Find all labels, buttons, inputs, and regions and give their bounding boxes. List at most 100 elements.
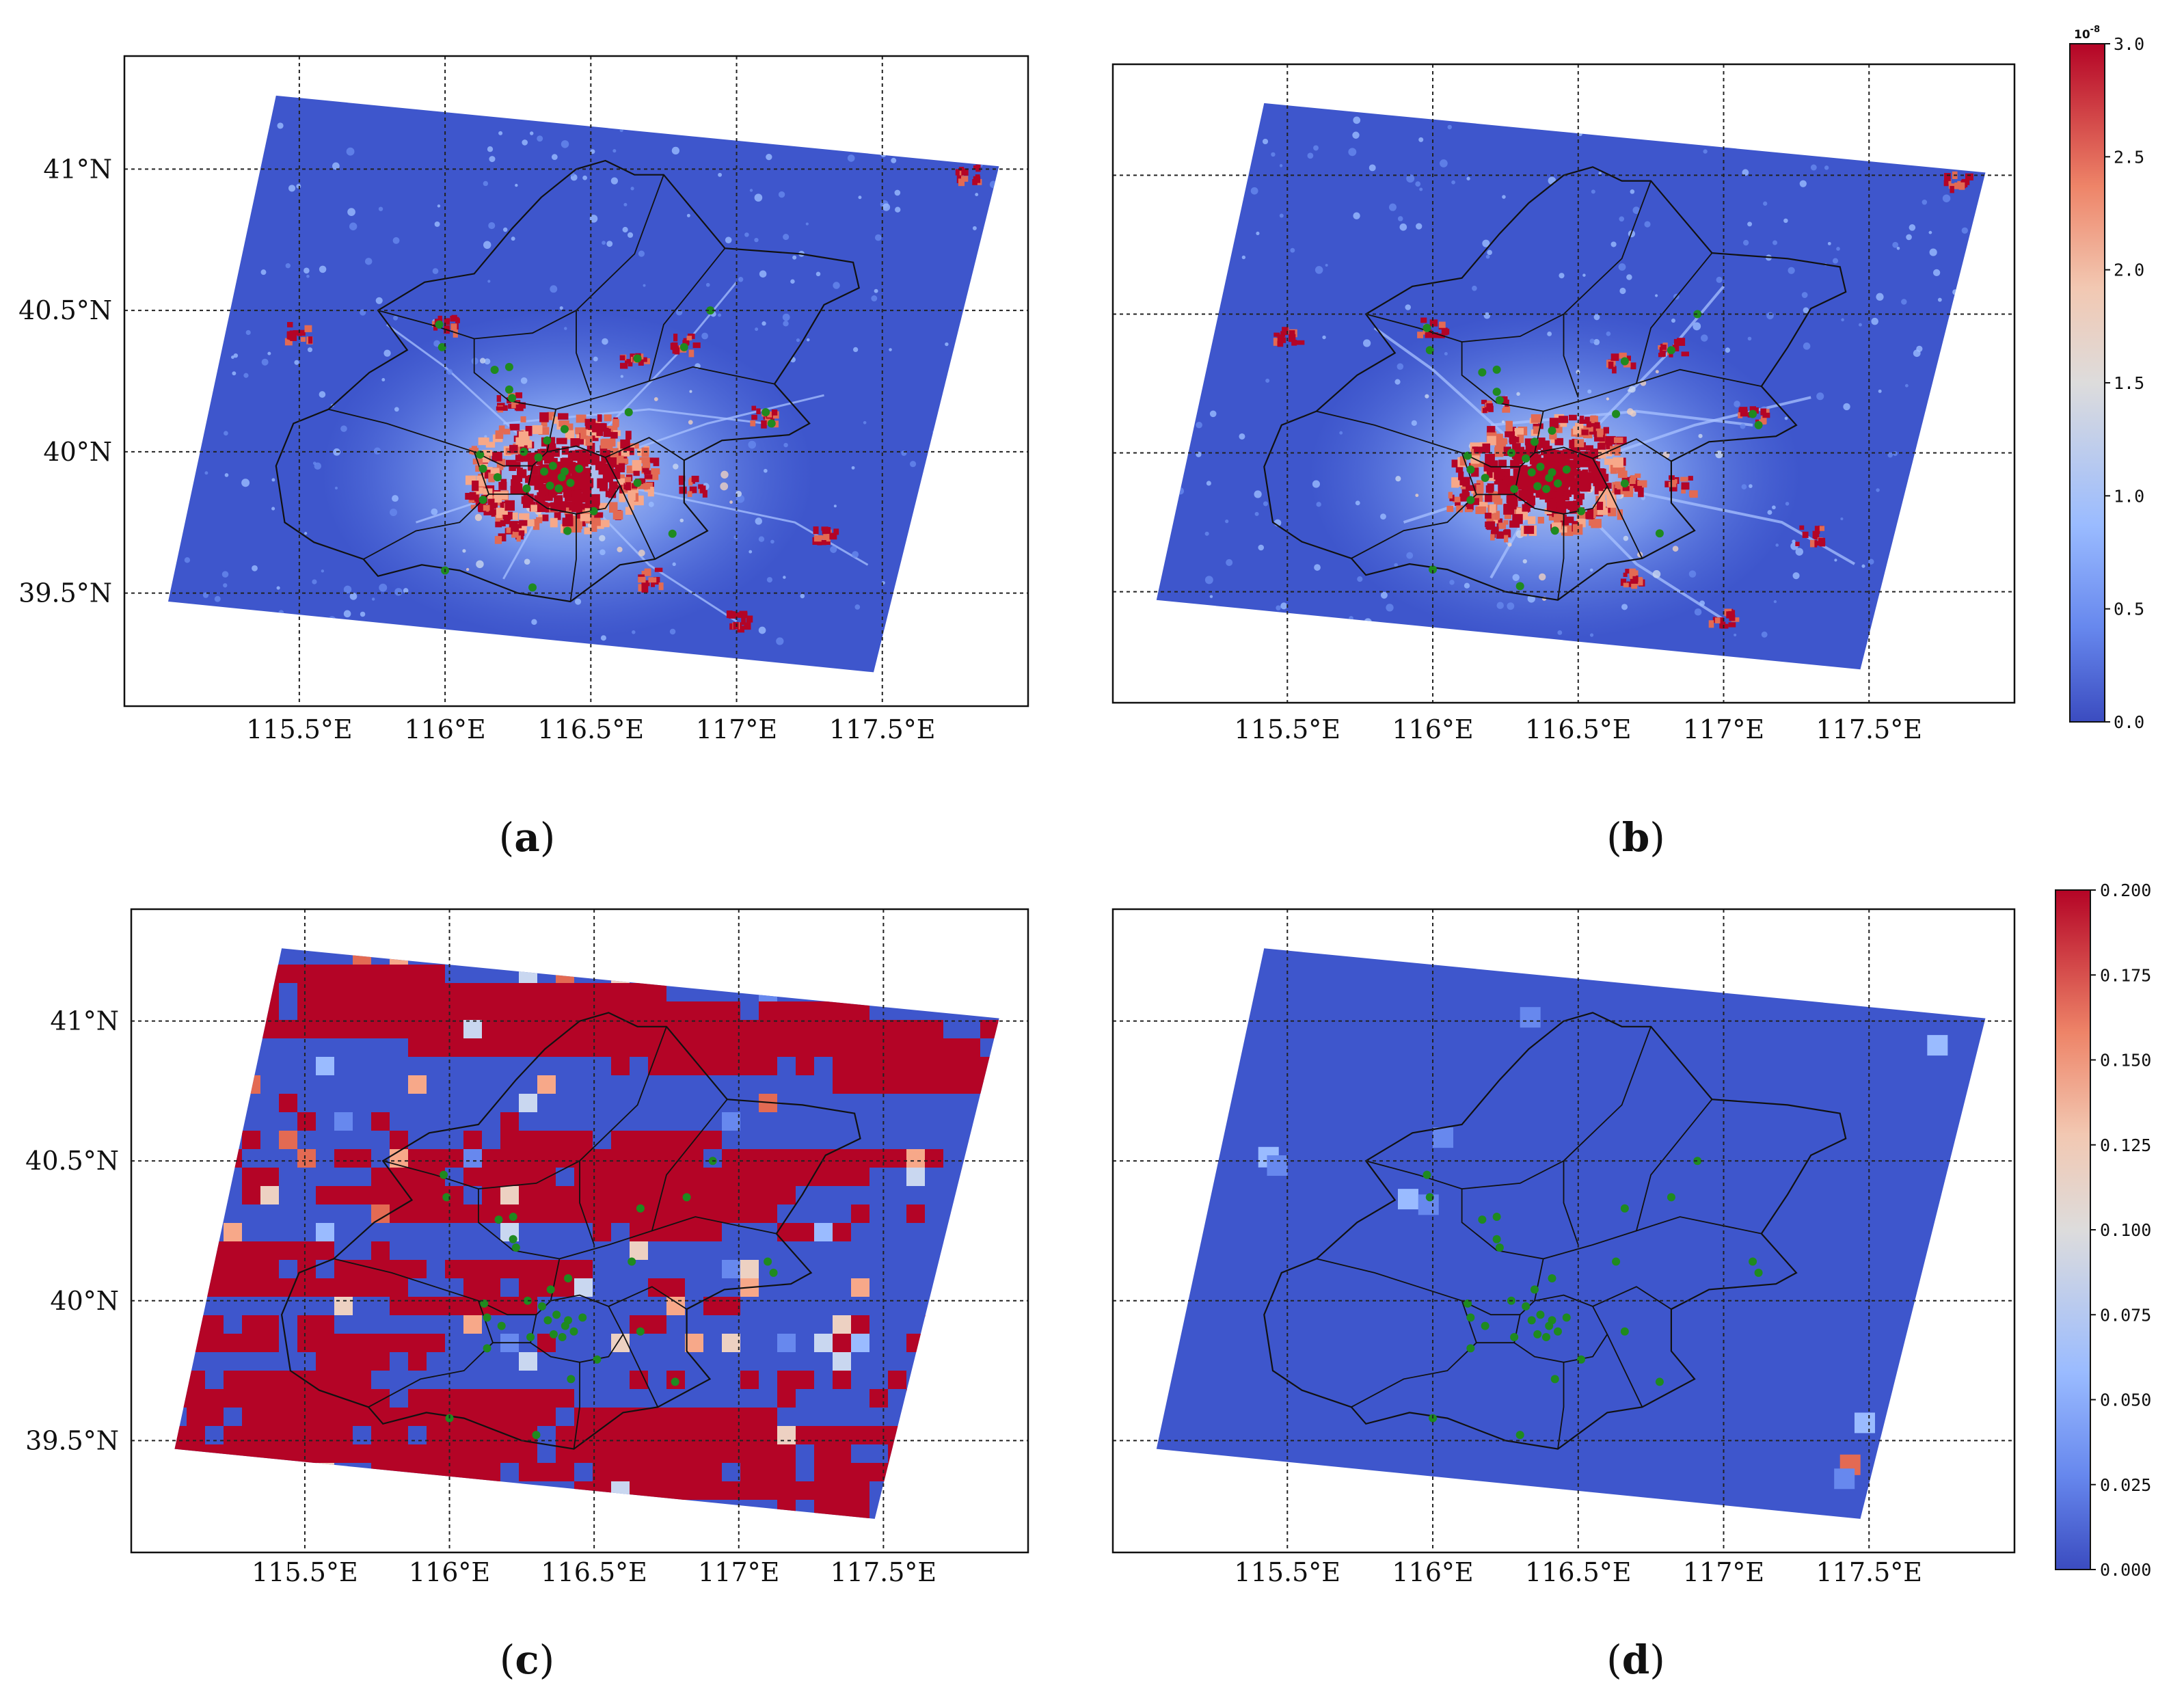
town-pixel [737, 625, 744, 633]
urban-pixel [554, 495, 563, 505]
uncertainty-cell [1433, 1127, 1454, 1148]
monitoring-station-marker [483, 1313, 491, 1322]
town-pixel [1620, 470, 1628, 479]
uncertainty-cell [445, 1389, 463, 1408]
town-pixel [1617, 484, 1625, 489]
light-speck [1314, 564, 1321, 571]
light-speck [1593, 314, 1600, 321]
uncertainty-cell [224, 1278, 242, 1297]
uncertainty-cell [242, 1389, 260, 1408]
uncertainty-cell [759, 1020, 777, 1038]
light-speck [1339, 431, 1343, 435]
urban-pixel [502, 511, 513, 520]
town-pixel [1273, 338, 1279, 346]
uncertainty-cell [297, 1001, 316, 1020]
light-speck [564, 327, 567, 330]
uncertainty-cell [150, 1001, 168, 1020]
uncertainty-cell [174, 1001, 187, 1020]
district-boundary [619, 485, 656, 560]
urban-pixel [1614, 437, 1623, 444]
light-speck [1415, 181, 1421, 187]
longitude-tick-label: 116.5°E [1525, 714, 1632, 744]
town-pixel [625, 482, 631, 491]
uncertainty-cell [925, 1444, 943, 1463]
uncertainty-cell [408, 1204, 427, 1223]
light-speck [806, 338, 810, 342]
light-speck [833, 282, 840, 289]
uncertainty-cell [519, 1444, 537, 1463]
light-speck [1279, 164, 1283, 167]
urban-pixel [1573, 500, 1580, 510]
urban-pixel [586, 430, 597, 436]
urban-pixel [625, 431, 632, 440]
light-speck [319, 265, 327, 273]
district-boundary [1461, 1189, 1762, 1260]
light-speck [364, 258, 373, 265]
light-speck [304, 267, 310, 274]
uncertainty-cell [759, 1186, 777, 1204]
uncertainty-cell [353, 1371, 371, 1389]
monitoring-station-marker [558, 1332, 567, 1341]
town-pixel [961, 168, 967, 176]
uncertainty-cell [703, 1223, 722, 1241]
town-pixel [1658, 352, 1664, 358]
light-speck [1772, 505, 1776, 510]
urban-pixel [530, 453, 537, 460]
light-speck [627, 232, 634, 238]
town-pixel [1448, 492, 1453, 499]
urban-pixel [512, 512, 518, 520]
uncertainty-cell [906, 1204, 925, 1223]
longitude-tick-label: 115.5°E [1235, 714, 1341, 744]
town-pixel [1492, 526, 1499, 535]
monitoring-station-marker [1536, 1310, 1545, 1319]
uncertainty-cell [593, 1444, 611, 1463]
light-speck [1698, 433, 1703, 438]
light-speck [1233, 641, 1240, 647]
district-boundary [526, 445, 621, 515]
uncertainty-cell [666, 1204, 685, 1223]
light-speck [1910, 125, 1917, 133]
light-speck [1936, 442, 1942, 448]
urban-pixel [1576, 481, 1587, 492]
light-speck [1418, 137, 1424, 142]
uncertainty-cell [445, 1260, 463, 1278]
town-pixel [289, 330, 295, 336]
uncertainty-cell [353, 1352, 371, 1371]
district-boundary [1316, 1258, 1520, 1316]
uncertainty-cell [980, 1371, 999, 1389]
urban-pixel [1505, 420, 1513, 432]
uncertainty-cell [174, 1260, 187, 1278]
urban-pixel [609, 502, 618, 513]
uncertainty-cell [390, 1186, 408, 1204]
light-speck [1701, 334, 1708, 342]
district-boundary [576, 310, 592, 396]
uncertainty-cell [224, 1371, 242, 1389]
town-pixel [437, 315, 442, 323]
uncertainty-cell [390, 1149, 408, 1168]
monitoring-station-marker [1510, 485, 1519, 494]
uncertainty-cell [334, 1297, 353, 1315]
uncertainty-cell [796, 1149, 814, 1168]
uncertainty-cell [445, 1204, 463, 1223]
monitoring-station-marker [769, 1268, 778, 1277]
light-speck [1716, 276, 1723, 283]
uncertainty-cell [519, 1352, 537, 1371]
light-speck [267, 351, 271, 355]
uncertainty-cell [630, 1426, 648, 1444]
light-speck [1372, 644, 1376, 648]
town-pixel [1485, 400, 1492, 405]
urban-pixel [608, 488, 617, 498]
uncertainty-cell [390, 1297, 408, 1315]
light-speck [1276, 605, 1281, 610]
uncertainty-cell [962, 1038, 980, 1057]
light-speck [1650, 125, 1657, 133]
monitoring-station-marker [764, 1257, 772, 1266]
uncertainty-cell [666, 1186, 685, 1204]
uncertainty-cell [260, 1020, 279, 1038]
district-boundary [1563, 1161, 1579, 1246]
urban-pixel [509, 424, 520, 431]
uncertainty-cell [353, 1001, 371, 1020]
urban-pixel [1542, 446, 1552, 452]
light-speck [1209, 410, 1217, 418]
town-pixel [1802, 531, 1809, 538]
